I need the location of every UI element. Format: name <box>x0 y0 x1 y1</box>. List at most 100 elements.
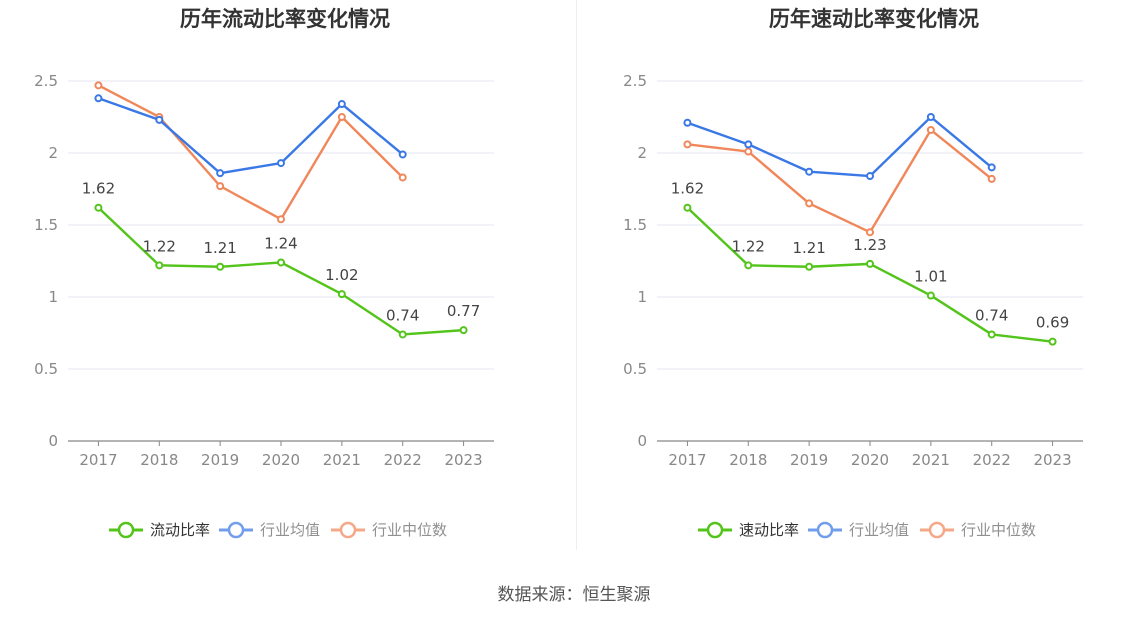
data-point[interactable] <box>216 169 225 178</box>
legend-item[interactable]: 行业中位数 <box>920 521 1036 539</box>
x-tick-label: 2022 <box>973 451 1011 469</box>
data-label: 0.74 <box>386 306 419 324</box>
data-point[interactable] <box>926 113 935 121</box>
legend-marker <box>227 521 245 539</box>
legend-label: 行业中位数 <box>372 521 447 539</box>
data-label: 0.74 <box>975 306 1008 324</box>
data-point[interactable] <box>94 81 103 90</box>
x-tick-label: 2017 <box>668 451 706 469</box>
data-point[interactable] <box>1048 337 1057 346</box>
chart-title: 历年速动比率变化情况 <box>769 7 979 31</box>
data-label: 1.24 <box>264 234 297 252</box>
legend-item[interactable]: 行业均值 <box>219 521 320 539</box>
x-tick-label: 2021 <box>912 451 950 469</box>
data-point[interactable] <box>277 159 285 168</box>
y-tick-label: 0.5 <box>623 360 647 378</box>
data-point[interactable] <box>337 290 346 299</box>
current-ratio-chart-svg: 历年流动比率变化情况 0 0.5 1 1.5 2 2.5 2017 2018 2019 2020 20… <box>34 7 494 539</box>
data-point[interactable] <box>337 113 346 121</box>
data-point[interactable] <box>926 291 935 300</box>
data-point[interactable] <box>744 140 753 149</box>
data-point[interactable] <box>277 258 285 267</box>
panel-divider <box>576 0 577 550</box>
data-label: 1.22 <box>732 237 765 255</box>
quick-ratio-chart: 历年速动比率变化情况 0 0.5 1 1.5 2 2.5 2017 2018 2019 2020 20… <box>589 0 1148 560</box>
legend-marker <box>816 521 834 539</box>
data-label: 1.62 <box>671 180 704 198</box>
legend-item[interactable]: 行业中位数 <box>331 521 447 539</box>
legend-item[interactable]: 速动比率 <box>698 521 799 539</box>
legend-label: 行业均值 <box>849 521 909 539</box>
y-tick-label: 1.5 <box>623 216 647 234</box>
legend-marker <box>117 521 135 539</box>
data-label: 1.62 <box>82 180 115 198</box>
series-line <box>687 128 993 234</box>
data-label: 0.69 <box>1036 314 1069 332</box>
legend-label: 流动比率 <box>150 521 210 539</box>
legend-label: 速动比率 <box>739 521 799 539</box>
legend-marker <box>706 521 724 539</box>
data-point[interactable] <box>987 163 996 172</box>
current-ratio-chart: 历年流动比率变化情况 0 0.5 1 1.5 2 2.5 2017 2018 2019 2020 20… <box>0 0 574 560</box>
legend-item[interactable]: 行业均值 <box>808 521 909 539</box>
data-point[interactable] <box>866 259 874 268</box>
data-point[interactable] <box>398 150 407 159</box>
data-point[interactable] <box>926 125 935 134</box>
data-point[interactable] <box>459 326 468 335</box>
y-tick-label: 2.5 <box>34 72 58 90</box>
data-point[interactable] <box>744 261 753 270</box>
x-tick-label: 2019 <box>201 451 239 469</box>
y-tick-label: 1 <box>637 288 647 306</box>
series-line <box>97 84 404 221</box>
legend-marker <box>339 521 357 539</box>
legend-label: 行业中位数 <box>961 521 1036 539</box>
data-point[interactable] <box>398 330 407 339</box>
data-point[interactable] <box>683 118 692 127</box>
y-tick-label: 0.5 <box>34 360 58 378</box>
legend-item[interactable]: 流动比率 <box>109 521 210 539</box>
x-tick-label: 2023 <box>1033 451 1071 469</box>
x-tick-label: 2023 <box>444 451 482 469</box>
x-tick-label: 2020 <box>851 451 889 469</box>
data-source-note: 数据来源：恒生聚源 <box>497 585 651 605</box>
data-point[interactable] <box>683 140 692 149</box>
y-tick-label: 2 <box>48 144 58 162</box>
x-tick-label: 2019 <box>790 451 828 469</box>
y-tick-label: 0 <box>637 432 647 450</box>
data-point[interactable] <box>94 203 103 212</box>
data-point[interactable] <box>866 228 874 237</box>
data-point[interactable] <box>866 172 874 181</box>
data-point[interactable] <box>987 330 996 339</box>
x-tick-label: 2018 <box>729 451 767 469</box>
x-tick-label: 2018 <box>140 451 178 469</box>
data-point[interactable] <box>744 147 753 156</box>
data-point[interactable] <box>987 174 996 183</box>
data-point[interactable] <box>805 199 814 208</box>
x-tick-label: 2020 <box>262 451 300 469</box>
data-label: 1.22 <box>143 237 176 255</box>
x-tick-label: 2022 <box>384 451 422 469</box>
y-tick-label: 1 <box>48 288 58 306</box>
x-tick-label: 2021 <box>323 451 361 469</box>
series-line <box>687 115 993 178</box>
data-point[interactable] <box>805 167 814 176</box>
data-point[interactable] <box>155 115 164 124</box>
data-label: 0.77 <box>447 302 480 320</box>
data-point[interactable] <box>805 262 814 271</box>
quick-ratio-chart-svg: 历年速动比率变化情况 0 0.5 1 1.5 2 2.5 2017 2018 2019 2020 20… <box>623 7 1083 539</box>
data-point[interactable] <box>277 215 285 224</box>
data-label: 1.21 <box>792 239 825 257</box>
data-point[interactable] <box>683 203 692 212</box>
data-point[interactable] <box>216 262 225 271</box>
y-tick-label: 1.5 <box>34 216 58 234</box>
data-point[interactable] <box>155 261 164 270</box>
y-tick-label: 2.5 <box>623 72 647 90</box>
x-tick-label: 2017 <box>79 451 117 469</box>
data-point[interactable] <box>216 182 225 191</box>
data-point[interactable] <box>94 94 103 103</box>
data-point[interactable] <box>398 173 407 182</box>
legend-label: 行业均值 <box>260 521 320 539</box>
data-point[interactable] <box>337 100 346 109</box>
data-label: 1.02 <box>325 266 358 284</box>
